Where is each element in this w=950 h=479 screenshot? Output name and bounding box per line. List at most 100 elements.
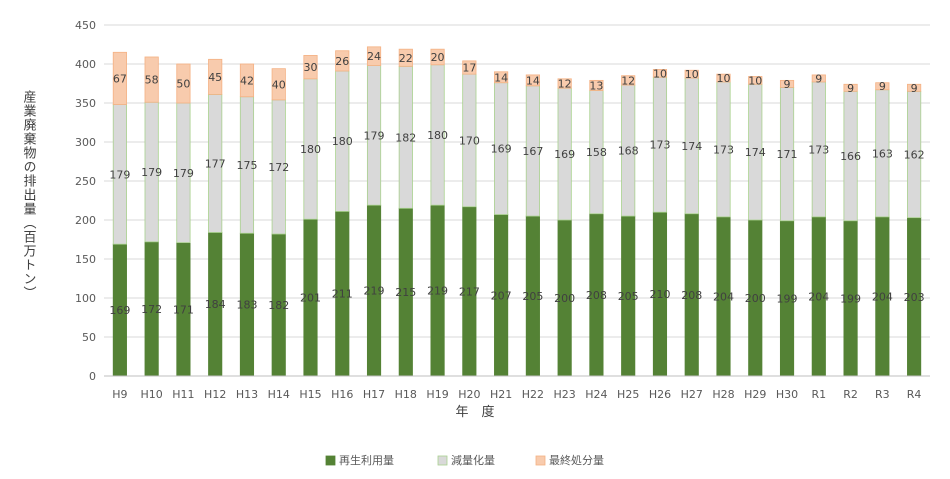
data-labels: 1691796717217958171179501841774518317542… bbox=[109, 50, 924, 317]
data-label: 204 bbox=[872, 290, 893, 303]
data-label: 58 bbox=[145, 74, 159, 87]
data-label: 26 bbox=[335, 55, 349, 68]
data-label: 9 bbox=[847, 82, 854, 95]
data-label: 182 bbox=[268, 299, 289, 312]
y-tick-label: 250 bbox=[75, 175, 96, 188]
bar-segment-final-disposal bbox=[716, 73, 731, 83]
x-tick-label: H9 bbox=[112, 388, 127, 401]
x-tick-label: H26 bbox=[649, 388, 671, 401]
y-tick-label: 50 bbox=[82, 331, 96, 344]
x-tick-label: H24 bbox=[585, 388, 607, 401]
x-tick-label: H29 bbox=[744, 388, 766, 401]
legend-swatch bbox=[325, 455, 336, 466]
data-label: 180 bbox=[300, 143, 321, 156]
bar-segment-final-disposal bbox=[144, 56, 159, 103]
data-label: 20 bbox=[431, 51, 445, 64]
data-label: 9 bbox=[879, 80, 886, 93]
x-tick-label: H27 bbox=[681, 388, 703, 401]
data-label: 208 bbox=[681, 289, 702, 302]
x-tick-label: H21 bbox=[490, 388, 512, 401]
legend-swatch bbox=[535, 455, 546, 466]
data-label: 158 bbox=[586, 146, 607, 159]
x-tick-label: H15 bbox=[299, 388, 321, 401]
data-label: 17 bbox=[462, 62, 476, 75]
data-label: 208 bbox=[586, 289, 607, 302]
data-label: 10 bbox=[748, 74, 762, 87]
x-axis-label: 年 度 bbox=[455, 404, 494, 420]
y-axis-label: 産業廃棄物の排出量（百万トン） bbox=[21, 89, 37, 300]
x-tick-label: H22 bbox=[522, 388, 544, 401]
x-tick-label: H28 bbox=[712, 388, 734, 401]
data-label: 173 bbox=[713, 143, 734, 156]
bar-segment-final-disposal bbox=[335, 50, 350, 72]
x-tick-label: H23 bbox=[554, 388, 576, 401]
bar-segment-final-disposal bbox=[430, 48, 445, 66]
data-label: 42 bbox=[240, 74, 254, 87]
x-tick-label: H20 bbox=[458, 388, 480, 401]
data-label: 168 bbox=[618, 145, 639, 158]
data-label: 184 bbox=[205, 298, 226, 311]
data-label: 167 bbox=[522, 145, 543, 158]
bar-segment-final-disposal bbox=[366, 46, 382, 66]
data-label: 205 bbox=[618, 290, 639, 303]
data-label: 173 bbox=[649, 139, 670, 152]
data-label: 199 bbox=[840, 292, 861, 305]
y-tick-label: 350 bbox=[75, 97, 96, 110]
data-label: 180 bbox=[427, 129, 448, 142]
data-label: 219 bbox=[427, 285, 448, 298]
data-label: 9 bbox=[911, 82, 918, 95]
bar-segment-final-disposal bbox=[239, 63, 255, 98]
x-tick-label: H30 bbox=[776, 388, 798, 401]
bar-segment-final-disposal bbox=[208, 58, 223, 95]
legend-label: 減量化量 bbox=[451, 453, 495, 467]
data-label: 174 bbox=[681, 140, 702, 153]
data-label: 13 bbox=[589, 79, 603, 92]
data-label: 163 bbox=[872, 147, 893, 160]
legend-swatch bbox=[437, 455, 448, 466]
data-label: 175 bbox=[236, 159, 257, 172]
x-tick-label: H17 bbox=[363, 388, 385, 401]
data-label: 201 bbox=[300, 292, 321, 305]
x-tick-label: H11 bbox=[172, 388, 194, 401]
data-label: 172 bbox=[268, 161, 289, 174]
y-axis-ticks: 0 50 100 150 200 250 300 350 400 450 bbox=[75, 19, 96, 383]
y-tick-label: 300 bbox=[75, 136, 96, 149]
x-tick-label: H12 bbox=[204, 388, 226, 401]
data-label: 204 bbox=[713, 290, 734, 303]
bar-segment-final-disposal bbox=[621, 75, 636, 86]
bar-segment-final-disposal bbox=[589, 79, 604, 91]
x-tick-label: H14 bbox=[268, 388, 290, 401]
data-label: 171 bbox=[173, 303, 194, 316]
data-label: 162 bbox=[904, 148, 925, 161]
data-label: 10 bbox=[653, 67, 667, 80]
data-label: 215 bbox=[395, 286, 416, 299]
bar-segment-final-disposal bbox=[843, 83, 858, 92]
data-label: 173 bbox=[808, 143, 829, 156]
bar-segment-final-disposal bbox=[494, 71, 509, 84]
legend-label: 再生利用量 bbox=[339, 453, 394, 467]
x-tick-label: R2 bbox=[843, 388, 858, 401]
gridlines bbox=[104, 24, 930, 338]
data-label: 174 bbox=[745, 146, 766, 159]
bar-segment-final-disposal bbox=[525, 74, 540, 87]
y-tick-label: 400 bbox=[75, 58, 96, 71]
data-label: 9 bbox=[784, 78, 791, 91]
data-label: 169 bbox=[491, 143, 512, 156]
data-label: 203 bbox=[904, 291, 925, 304]
data-label: 207 bbox=[491, 289, 512, 302]
data-label: 45 bbox=[208, 71, 222, 84]
x-tick-label: R3 bbox=[875, 388, 890, 401]
legend-label: 最終処分量 bbox=[549, 453, 604, 467]
data-label: 14 bbox=[526, 74, 540, 87]
data-label: 182 bbox=[395, 131, 416, 144]
bar-segment-final-disposal bbox=[462, 60, 477, 75]
x-tick-label: R1 bbox=[811, 388, 826, 401]
data-label: 179 bbox=[109, 168, 130, 181]
data-label: 211 bbox=[332, 288, 353, 301]
x-tick-label: H18 bbox=[395, 388, 417, 401]
data-label: 219 bbox=[364, 285, 385, 298]
data-label: 172 bbox=[141, 303, 162, 316]
data-label: 183 bbox=[236, 299, 257, 312]
